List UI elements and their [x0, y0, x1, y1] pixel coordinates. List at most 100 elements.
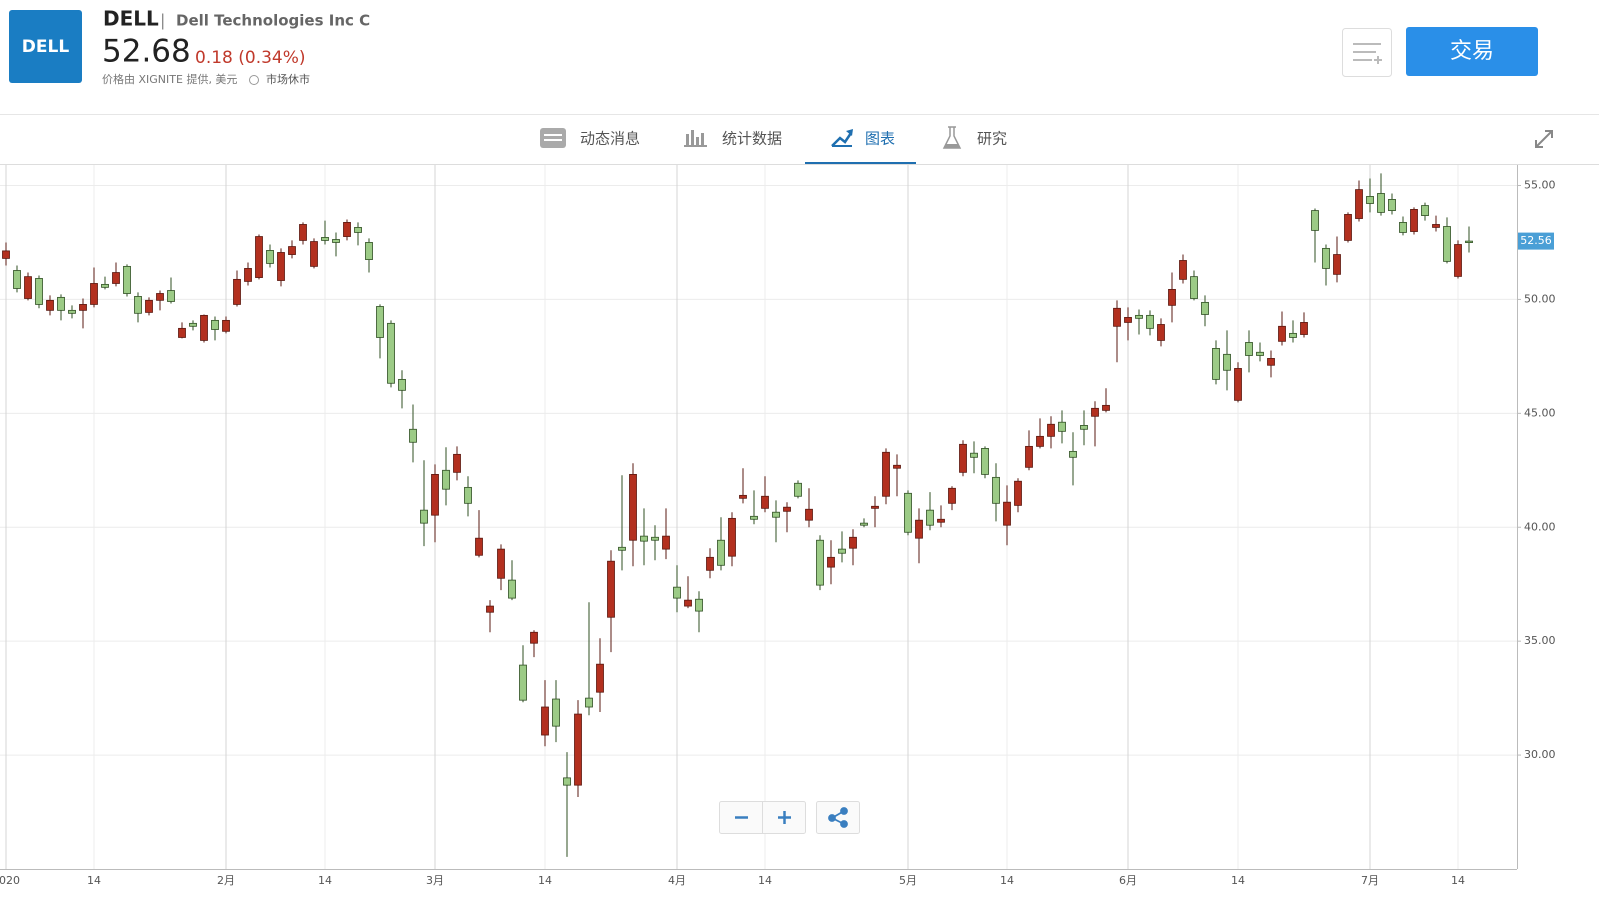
x-tick-label: 3月 — [426, 874, 444, 887]
share-icon — [828, 807, 848, 828]
candle-body — [508, 579, 516, 599]
x-tick-label: 6月 — [1119, 874, 1137, 887]
candle-body — [1333, 254, 1341, 275]
candle-body — [145, 299, 153, 313]
candle-body — [948, 487, 956, 504]
candle-body — [574, 713, 582, 786]
candle-body — [541, 706, 549, 736]
candle-body — [167, 290, 175, 302]
candle-body — [1091, 407, 1099, 417]
y-tick-label: 55.00 — [1524, 179, 1556, 192]
candle-body — [277, 252, 285, 281]
share-button[interactable] — [816, 801, 860, 834]
candle-body — [827, 556, 835, 568]
zoom-in-icon — [778, 811, 791, 824]
candle-body — [35, 278, 43, 305]
trade-button[interactable] — [1406, 27, 1538, 76]
tab-icon-news — [540, 128, 566, 148]
candle-body — [1102, 404, 1110, 411]
y-tick-label: 50.00 — [1524, 292, 1556, 305]
candle-body — [189, 322, 197, 327]
candle-body — [299, 224, 307, 241]
candle-body — [838, 548, 846, 554]
candle-body — [1355, 189, 1363, 219]
candle-body — [915, 519, 923, 539]
candle-body — [244, 268, 252, 282]
company: Dell Technologies Inc C — [176, 12, 370, 30]
candle-body — [1212, 348, 1220, 380]
candle-body — [937, 518, 945, 523]
candle-body — [585, 697, 593, 708]
candle-body — [497, 548, 505, 579]
trade-button-label: 交易 — [1450, 39, 1494, 64]
candle-body — [1047, 423, 1055, 437]
candle-body — [1014, 480, 1022, 506]
candle-body — [750, 515, 758, 520]
candle-body — [717, 539, 725, 566]
candle-body — [1289, 332, 1297, 338]
candle-body — [156, 293, 164, 301]
candle-body — [1443, 226, 1451, 262]
x-tick-label: 14 — [87, 874, 101, 887]
x-tick-label: 14 — [1231, 874, 1245, 887]
tab-label[interactable]: 统计数据 — [722, 130, 782, 148]
candle-body — [453, 453, 461, 473]
tab-icon-research — [942, 126, 962, 149]
candle-body — [959, 443, 967, 473]
candle-body — [1366, 196, 1374, 204]
candle-body — [761, 495, 769, 509]
candle-body — [563, 777, 571, 786]
candle-body — [596, 663, 604, 693]
candle-body — [1256, 351, 1264, 356]
candle-body — [376, 306, 384, 338]
candle-body — [1025, 445, 1033, 468]
x-tick-label: 2020 — [0, 874, 20, 887]
candle-body — [24, 276, 32, 299]
x-tick-label: 14 — [1451, 874, 1465, 887]
expand-icon[interactable] — [1535, 130, 1553, 148]
candle-body — [1278, 325, 1286, 342]
candle-body — [112, 272, 120, 284]
candle-body — [1399, 222, 1407, 233]
candle-body — [651, 536, 659, 541]
candle-body — [1410, 209, 1418, 232]
tab-label[interactable]: 研究 — [977, 130, 1007, 148]
candle-body — [420, 509, 428, 524]
tab-label[interactable]: 动态消息 — [580, 130, 640, 148]
candle-body — [1113, 307, 1121, 327]
candle-body — [552, 698, 560, 727]
candle-body — [662, 535, 670, 550]
tab-label[interactable]: 图表 — [865, 130, 895, 148]
x-tick-label: 14 — [538, 874, 552, 887]
candle-body — [816, 539, 824, 586]
candle-body — [387, 322, 395, 384]
candle-body — [134, 296, 142, 314]
y-tick-label: 40.00 — [1524, 520, 1556, 533]
candle-body — [618, 546, 626, 551]
candle-body — [79, 304, 87, 311]
candle-body — [1432, 224, 1440, 228]
change: 0.18 (0.34%) — [195, 48, 306, 68]
candle-body — [1245, 342, 1253, 356]
candle-body — [233, 278, 241, 305]
candle-body — [882, 451, 890, 497]
x-tick-label: 2月 — [217, 874, 235, 887]
candle-body — [783, 506, 791, 512]
candle-body — [1069, 450, 1077, 458]
candle-body — [1388, 199, 1396, 211]
candle-body — [288, 246, 296, 255]
candle-body — [1157, 324, 1165, 341]
candle-body — [13, 270, 21, 289]
watchlist-icon — [1353, 43, 1382, 64]
candle-body — [332, 239, 340, 243]
candle-body — [464, 486, 472, 504]
candle-body — [1146, 314, 1154, 329]
candle-body — [970, 452, 978, 458]
candles — [2, 173, 1473, 857]
x-tick-label: 14 — [318, 874, 332, 887]
candle-body — [904, 492, 912, 533]
candle-body — [739, 494, 747, 499]
candle-body — [871, 505, 879, 509]
candle-body — [475, 537, 483, 556]
